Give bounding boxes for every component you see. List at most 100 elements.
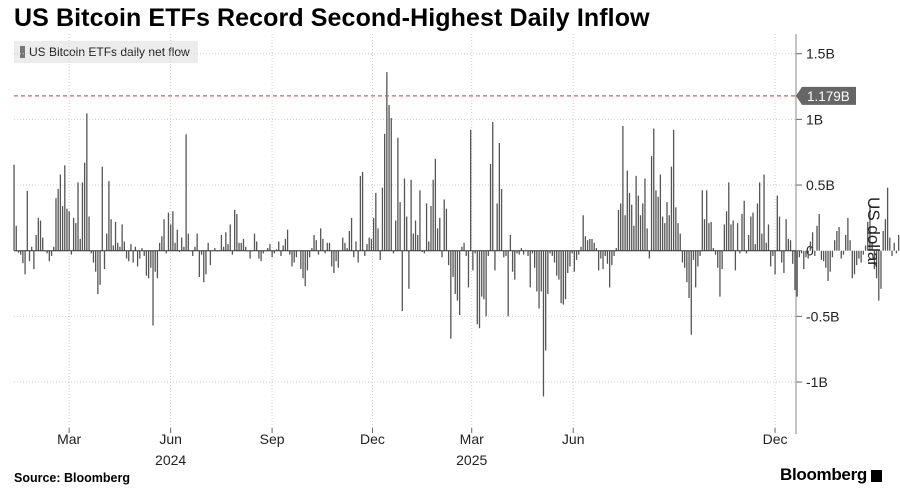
- data-bar: [505, 250, 507, 256]
- data-bar: [53, 246, 55, 251]
- reference-callout: [796, 86, 856, 105]
- data-bar: [699, 250, 701, 256]
- data-bar: [33, 250, 35, 270]
- data-bar: [792, 250, 794, 264]
- data-bar: [864, 245, 867, 251]
- data-bar: [399, 202, 401, 251]
- data-bar: [816, 225, 818, 251]
- data-bar: [291, 250, 293, 267]
- data-bar: [459, 250, 461, 316]
- data-bar: [368, 237, 370, 251]
- data-bar: [70, 250, 73, 255]
- data-bar: [465, 250, 467, 256]
- data-bar: [591, 238, 593, 251]
- data-bar: [229, 224, 231, 251]
- x-tick-label: Sep: [260, 431, 285, 447]
- data-bar: [734, 250, 737, 271]
- data-bar: [306, 250, 309, 271]
- data-bar: [92, 250, 95, 263]
- data-bar: [403, 178, 406, 251]
- data-bar: [474, 250, 476, 254]
- data-bar: [452, 250, 454, 277]
- data-bar: [390, 118, 392, 251]
- data-bar: [22, 250, 24, 264]
- data-bar: [811, 232, 814, 251]
- data-bar: [320, 228, 322, 251]
- x-tick-label: Mar: [57, 431, 81, 447]
- source-note: Source: Bloomberg: [14, 471, 130, 485]
- data-bar: [119, 246, 121, 251]
- data-bar: [545, 250, 547, 351]
- data-bar: [315, 240, 317, 251]
- data-bar: [873, 250, 876, 270]
- data-bar: [871, 242, 873, 251]
- data-bar: [443, 199, 445, 251]
- data-bar: [567, 250, 569, 274]
- data-bar: [891, 250, 893, 256]
- data-bar: [412, 233, 414, 251]
- data-bar: [231, 250, 234, 255]
- data-bar: [878, 250, 880, 301]
- data-bar: [853, 250, 856, 275]
- data-bar: [295, 250, 298, 258]
- data-bar: [884, 219, 887, 251]
- data-bar: [269, 244, 271, 251]
- data-bar: [461, 246, 463, 251]
- data-bar: [86, 113, 88, 251]
- data-bar: [659, 174, 662, 251]
- data-bar: [130, 244, 132, 251]
- data-bar: [814, 250, 816, 256]
- data-bar: [697, 250, 699, 267]
- data-bar: [803, 250, 805, 270]
- data-bar: [657, 196, 659, 251]
- data-bar: [668, 215, 670, 251]
- data-bar: [717, 250, 719, 268]
- data-bar: [31, 246, 33, 251]
- data-bar: [72, 217, 75, 251]
- data-bar: [414, 220, 417, 251]
- data-bar: [600, 250, 602, 259]
- data-bar: [262, 250, 264, 254]
- data-bar: [97, 250, 99, 295]
- data-bar: [284, 238, 287, 251]
- data-bar: [761, 233, 763, 251]
- data-bar: [20, 250, 22, 255]
- data-bar: [136, 250, 139, 267]
- data-bar: [781, 250, 783, 263]
- y-tick-label: -0.5B: [806, 308, 839, 324]
- data-bar: [289, 250, 291, 255]
- data-bar: [578, 250, 580, 255]
- data-bar: [856, 250, 858, 266]
- data-bar: [280, 250, 282, 256]
- data-bar: [492, 121, 494, 251]
- x-tick-label: Dec: [763, 431, 788, 447]
- data-bar: [569, 250, 571, 267]
- data-bar: [132, 250, 134, 263]
- data-bar: [375, 192, 377, 251]
- data-bar: [553, 250, 556, 263]
- data-bar: [28, 250, 31, 262]
- data-bar: [110, 219, 112, 251]
- data-bar: [840, 250, 842, 259]
- data-bar: [83, 162, 86, 251]
- data-bar: [436, 228, 439, 251]
- data-bar: [558, 250, 560, 280]
- data-bar: [759, 182, 761, 251]
- data-bar: [77, 182, 79, 251]
- data-bar: [134, 246, 137, 251]
- data-bar: [701, 190, 703, 251]
- data-bar: [549, 250, 551, 254]
- data-bar: [222, 246, 225, 251]
- data-bar: [423, 250, 425, 254]
- data-bar: [721, 250, 723, 270]
- data-bar: [646, 228, 648, 251]
- data-bar: [893, 242, 895, 251]
- data-bar: [322, 238, 324, 251]
- data-bar: [489, 164, 492, 251]
- data-bar: [834, 240, 836, 251]
- data-bar: [617, 209, 620, 251]
- data-bar: [233, 209, 236, 251]
- data-bar: [732, 220, 734, 251]
- data-bar: [445, 208, 448, 251]
- data-bar: [785, 219, 787, 251]
